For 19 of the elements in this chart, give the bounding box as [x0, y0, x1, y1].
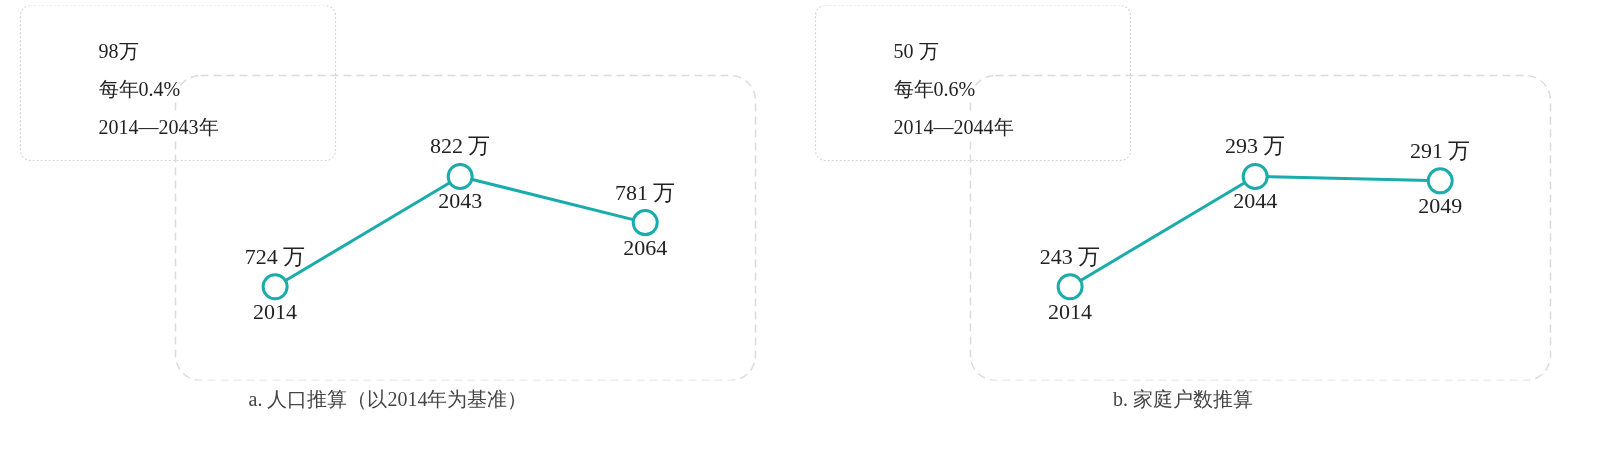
data-label: 781 万 [614, 179, 676, 205]
category-label: 2044 [1233, 188, 1278, 214]
text: 每年0.6% [893, 77, 976, 100]
data-label: 724 万 [244, 243, 306, 269]
data-label: 291 万 [1409, 137, 1471, 163]
category-label: 2049 [1418, 192, 1463, 218]
category-label: 2014 [1048, 298, 1093, 324]
text: 2014—2043年 [98, 115, 219, 138]
data-label: 822 万 [429, 133, 491, 159]
text: 每年0.4% [98, 77, 181, 100]
x-tick-label: 2043 [438, 188, 483, 214]
x-tick-label: 2064 [623, 234, 668, 260]
text: a. 人口推算（以2014年为基准） [248, 387, 528, 410]
data-label: 243 万 [1039, 243, 1101, 269]
data-label: 293 万 [1224, 133, 1286, 159]
text: 2014—2044年 [893, 115, 1014, 138]
text: 98万 [98, 39, 139, 62]
text: 50 万 [893, 39, 939, 62]
text: b. 家庭户数推算 [1113, 387, 1253, 410]
